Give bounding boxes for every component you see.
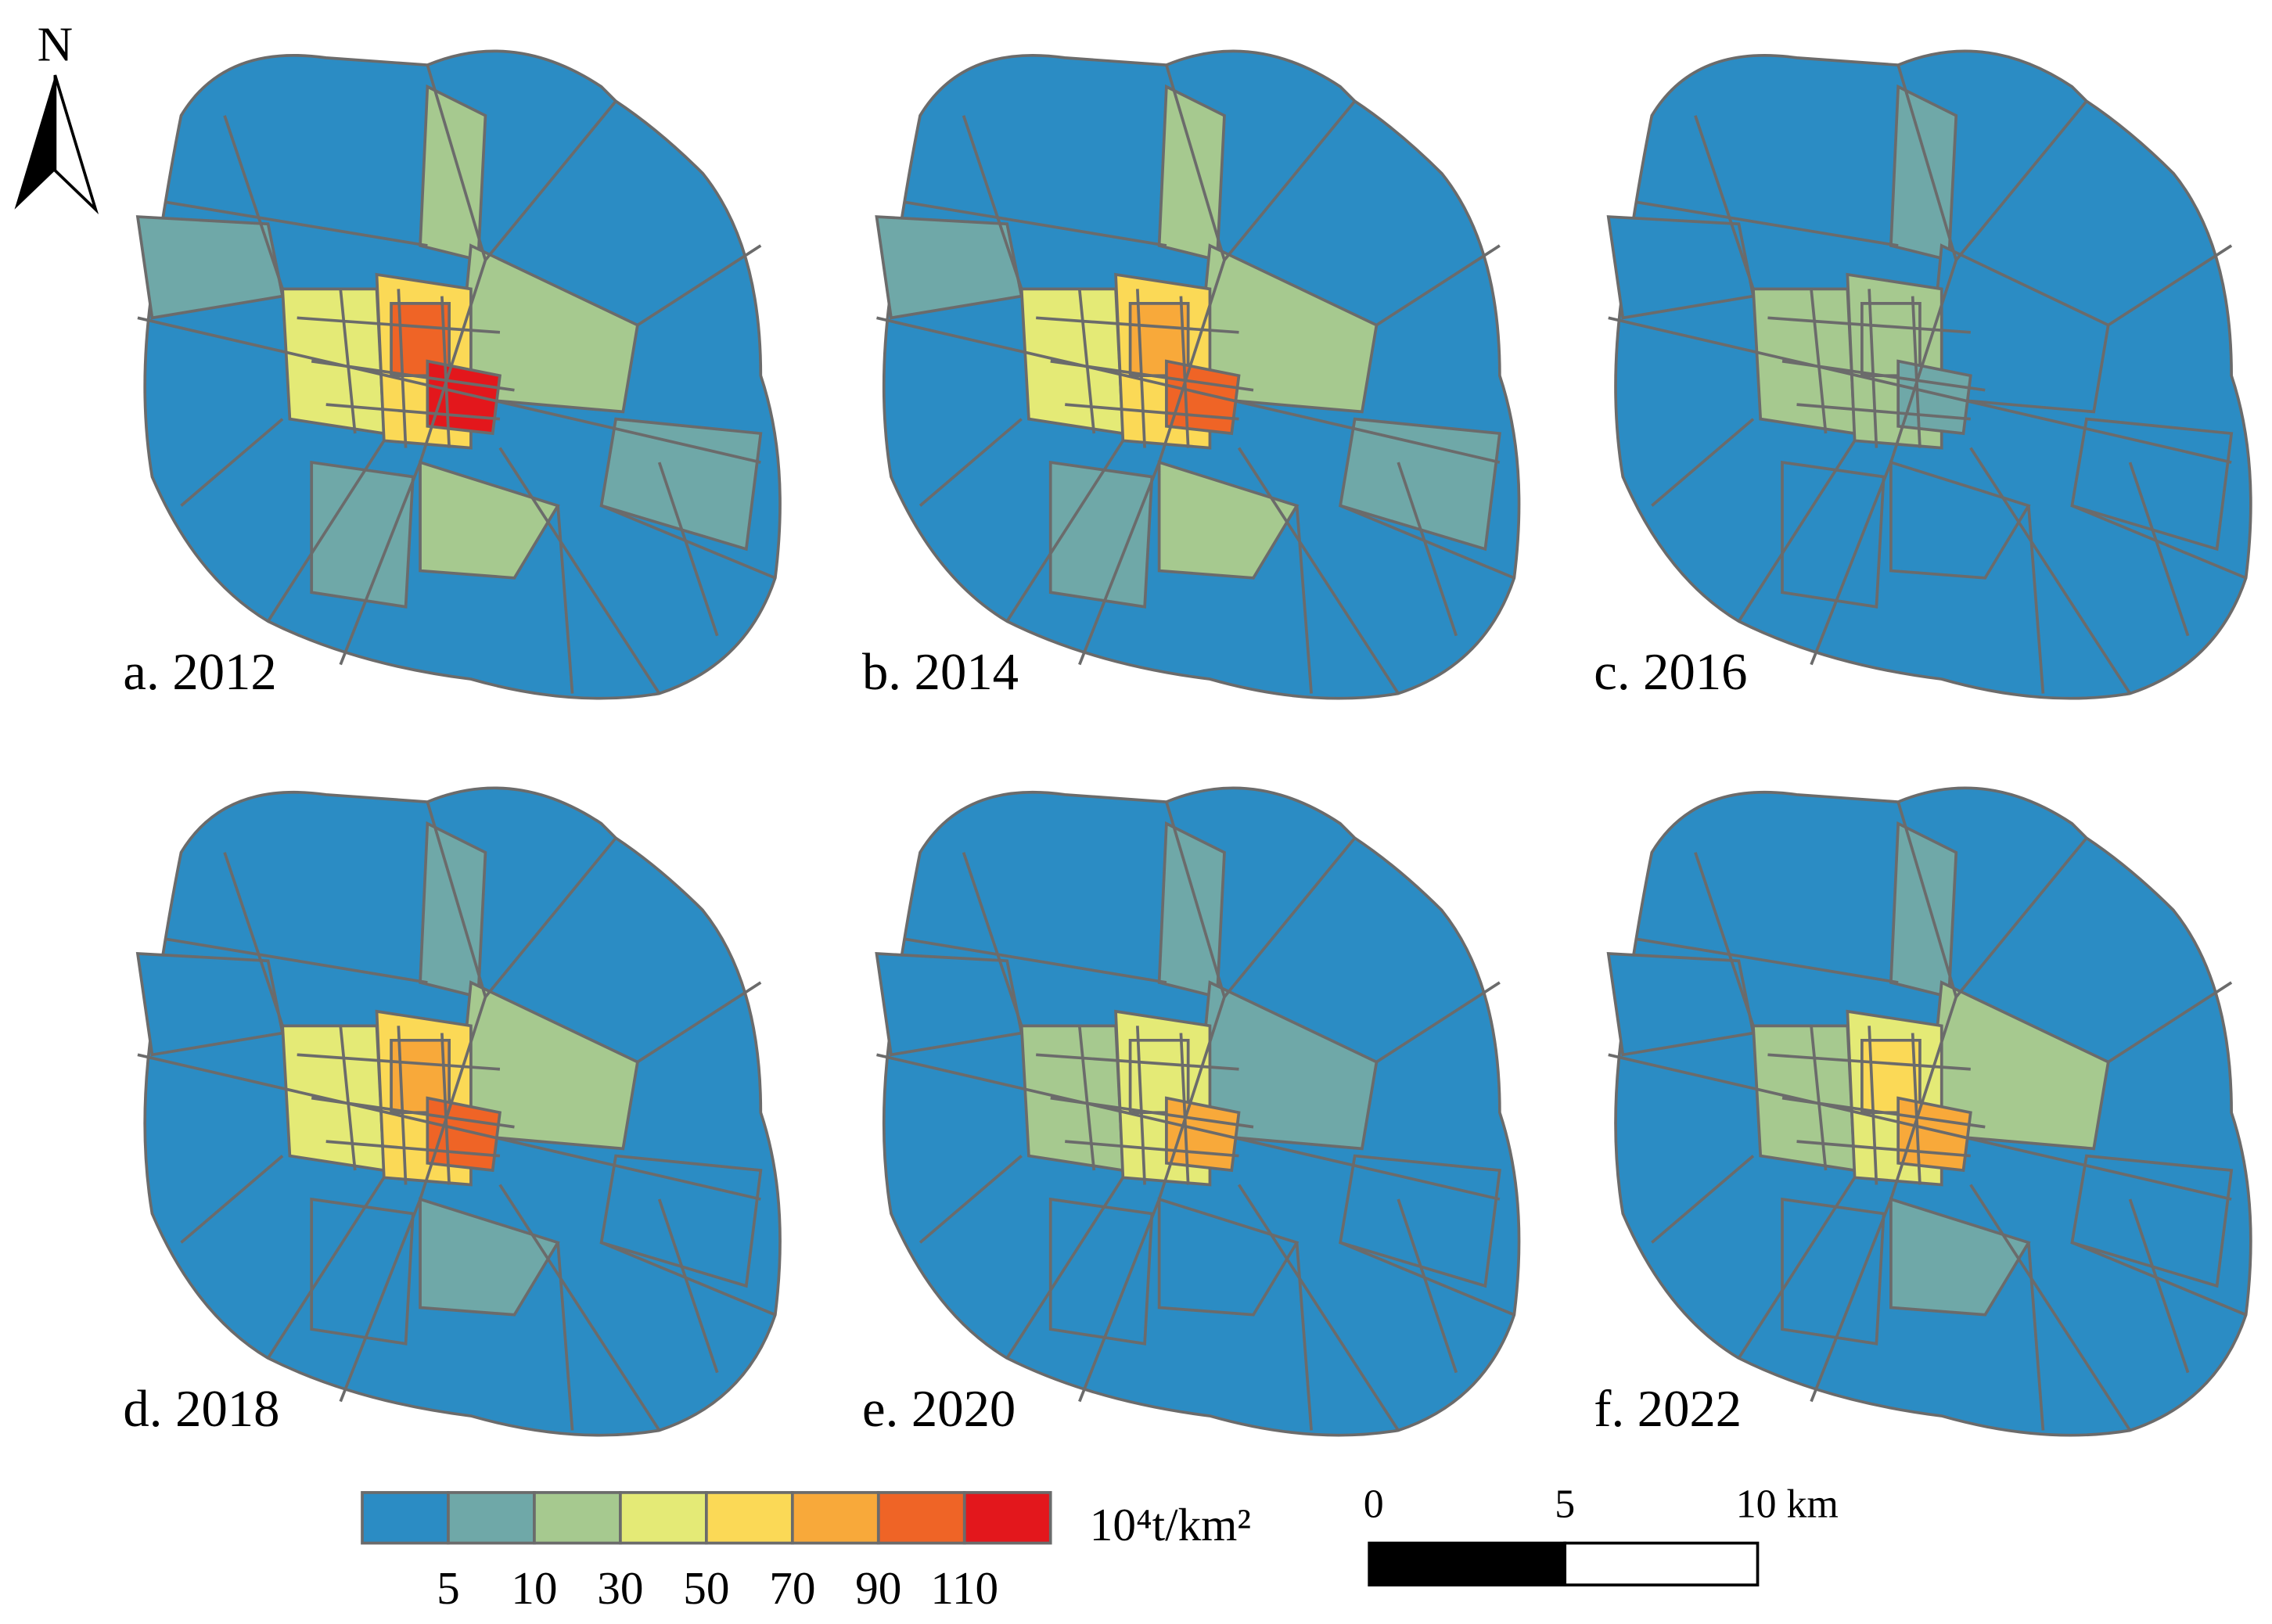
legend-tick-label: 10 <box>511 1562 557 1614</box>
map-zone <box>1889 821 1958 999</box>
panel-label: a. 2012 <box>123 644 276 701</box>
map-zone <box>1752 1024 1857 1173</box>
map-zone <box>1157 84 1226 262</box>
legend: 10⁴t/km² 5 10 30 50 70 90 110 <box>361 1491 1251 1614</box>
map-zone <box>1889 460 2031 580</box>
map-zone <box>1889 84 1958 262</box>
map-panel: b. 2014 <box>862 49 1521 701</box>
map-zone <box>1339 1154 1501 1288</box>
map-zone <box>2070 417 2234 552</box>
map-zone <box>1019 287 1125 436</box>
map-zone <box>1019 1024 1125 1173</box>
map-zone <box>1157 460 1300 580</box>
legend-swatch <box>705 1491 794 1545</box>
scale-white <box>1563 1541 1760 1586</box>
map-zone <box>1752 287 1857 436</box>
map-zone <box>1781 1197 1886 1346</box>
map-panel: e. 2020 <box>862 786 1521 1438</box>
legend-swatch <box>533 1491 622 1545</box>
map-zone <box>310 1197 415 1346</box>
north-arrow-left <box>14 75 56 210</box>
legend-tick-label: 30 <box>597 1562 643 1614</box>
north-arrow: N <box>14 17 99 215</box>
map-zone <box>1896 1096 1972 1173</box>
scale-label: 0 <box>1364 1482 1384 1526</box>
scale-black <box>1368 1541 1567 1586</box>
map-zone <box>1165 359 1241 436</box>
panel-label: b. 2014 <box>862 644 1019 701</box>
legend-swatch <box>361 1491 450 1545</box>
map-zone <box>1896 359 1972 436</box>
map-zone <box>1157 1197 1300 1317</box>
legend-tick-label: 50 <box>683 1562 729 1614</box>
map-zone <box>1889 1197 2031 1317</box>
legend-swatch <box>447 1491 536 1545</box>
map-panel: d. 2018 <box>123 786 782 1438</box>
legend-tick-label: 5 <box>437 1562 460 1614</box>
legend-tick-label: 70 <box>769 1562 815 1614</box>
map-zone <box>1157 821 1226 999</box>
legend-tick-label: 110 <box>930 1562 998 1614</box>
map-zone <box>1165 1096 1241 1173</box>
panel-label: c. 2016 <box>1594 644 1747 701</box>
scale-bar: 0 5 10 km <box>1364 1482 1839 1586</box>
legend-swatch <box>790 1491 880 1545</box>
map-zone <box>599 417 763 552</box>
map-panel: a. 2012 <box>123 49 782 701</box>
map-zone <box>1048 1197 1154 1346</box>
panel-label: f. 2022 <box>1594 1381 1742 1438</box>
map-zone <box>2070 1154 2234 1288</box>
map-zone <box>419 821 487 999</box>
north-arrow-right <box>53 74 99 215</box>
legend-swatch <box>619 1491 708 1545</box>
map-zone <box>419 1197 560 1317</box>
map-zone <box>426 359 502 436</box>
legend-swatch <box>962 1491 1052 1545</box>
map-zone <box>419 460 560 580</box>
legend-unit: 10⁴t/km² <box>1090 1499 1251 1550</box>
panel-label: e. 2020 <box>862 1381 1016 1438</box>
map-panel: c. 2016 <box>1594 49 2252 701</box>
map-zone <box>1339 417 1501 552</box>
map-zone <box>281 1024 386 1173</box>
scale-label: 5 <box>1555 1482 1575 1526</box>
map-zone <box>426 1096 502 1173</box>
map-zone <box>419 84 487 262</box>
panel-label: d. 2018 <box>123 1381 279 1438</box>
scale-label: 10 km <box>1736 1482 1839 1526</box>
map-panel: f. 2022 <box>1594 786 2252 1438</box>
map-zone <box>1048 460 1154 609</box>
map-zone <box>599 1154 763 1288</box>
map-zone <box>1781 460 1886 609</box>
north-label: N <box>38 17 73 72</box>
map-zone <box>310 460 415 609</box>
map-panels: a. 2012 b. 2014 c. 2016 d. 2018 e. 2020 f. 20… <box>123 49 2252 1438</box>
legend-tick-label: 90 <box>855 1562 901 1614</box>
map-zone <box>281 287 386 436</box>
legend-swatch <box>876 1491 966 1545</box>
